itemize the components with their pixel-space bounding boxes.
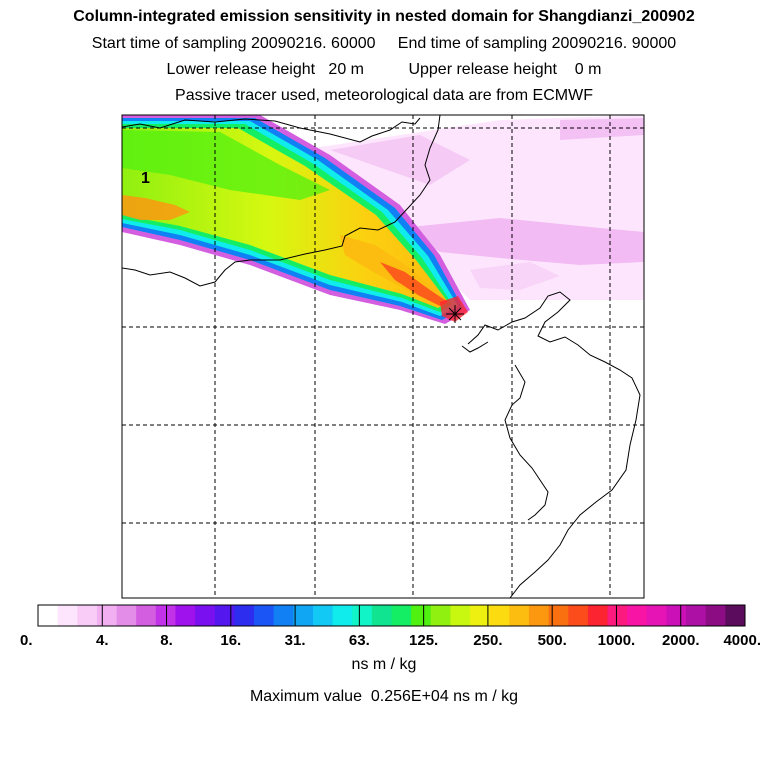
colorbar-swatch [214,605,235,626]
tracer-info-line: Passive tracer used, meteorological data… [175,87,593,104]
colorbar-tick-label: 16. [220,632,241,649]
colorbar-swatch [725,605,746,626]
colorbar-swatch [686,605,707,626]
colorbar-swatch [312,605,334,626]
colorbar-swatch [77,605,98,626]
colorbar [37,604,746,627]
receptor-marker [446,305,464,323]
colorbar-swatch [195,605,216,626]
colorbar-swatch [705,605,726,626]
colorbar-swatch [234,605,255,626]
colorbar-swatch [371,605,392,626]
emission-plume [122,115,470,324]
colorbar-swatch [627,605,648,626]
colorbar-swatch [470,605,491,626]
colorbar-tick-label: 500. [538,632,567,649]
colorbar-swatch [646,605,667,626]
colorbar-swatch [607,605,628,626]
colorbar-swatch [509,605,530,626]
colorbar-tick-label: 0. [20,632,33,649]
colorbar-frame [37,604,746,627]
release-height-line: Lower release height 20 m Upper release … [166,61,602,78]
colorbar-swatch [57,605,78,626]
colorbar-swatch [666,605,687,626]
colorbar-swatch [391,605,412,626]
colorbar-swatch [548,605,569,626]
colorbar-swatch [332,605,353,626]
colorbar-tick-label: 31. [285,632,306,649]
colorbar-swatch [175,605,196,626]
colorbar-unit-label: ns m / kg [351,656,417,673]
colorbar-tick-label: 4000. [723,632,761,649]
colorbar-swatch [38,605,59,626]
colorbar-tick-label: 4. [96,632,109,649]
colorbar-swatch [587,605,609,626]
colorbar-swatch [450,605,471,626]
colorbar-swatch [352,605,373,626]
graticule [122,115,644,598]
colorbar-swatch [528,605,550,626]
sampling-time-line: Start time of sampling 20090216. 60000 E… [91,35,677,52]
maximum-value-label: Maximum value 0.256E+04 ns m / kg [249,688,519,705]
chart-title: Column-integrated emission sensitivity i… [73,8,695,25]
colorbar-swatch [254,605,275,626]
colorbar-tick-label: 125. [409,632,438,649]
map-area-label: 1 [141,170,150,187]
colorbar-swatch [411,605,432,626]
colorbar-swatch [116,605,137,626]
colorbar-swatch [489,605,510,626]
colorbar-swatch [293,605,314,626]
sensitivity-background [300,115,644,300]
colorbar-swatch [136,605,157,626]
colorbar-tick-label: 63. [349,632,370,649]
colorbar-swatch [273,605,294,626]
colorbar-swatch [568,605,589,626]
colorbar-swatch [155,605,176,626]
map-frame: 1 [121,114,645,599]
colorbar-tick-label: 2000. [662,632,700,649]
colorbar-swatch [96,605,118,626]
colorbar-tick-label: 1000. [598,632,636,649]
colorbar-ticks: 0. 4. 8. 16. 31. 63. 125. 250. 500. 1000. 2000. 400… [20,632,761,649]
colorbar-tick-label: 8. [160,632,173,649]
colorbar-tick-label: 250. [473,632,502,649]
colorbar-swatch [430,605,451,626]
